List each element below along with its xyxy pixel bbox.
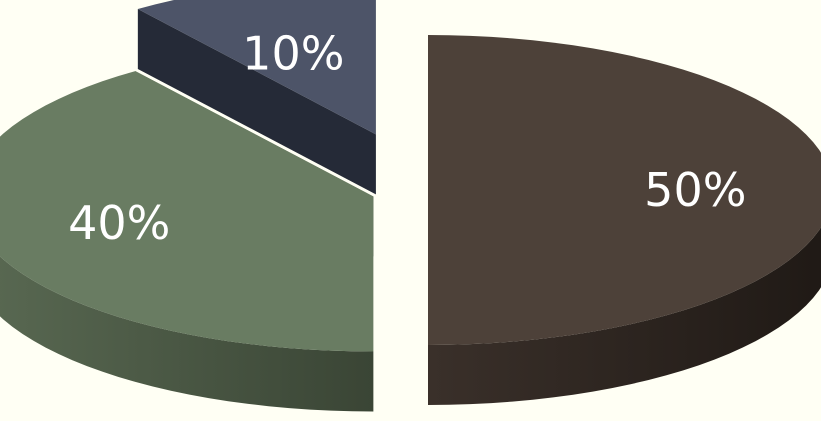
data-label-slice-3: 10% bbox=[242, 26, 344, 80]
pie-slice-2-side bbox=[0, 256, 374, 412]
pie-slice-1-side bbox=[428, 227, 821, 405]
pie-slice-3-wall-1 bbox=[137, 8, 376, 195]
pie-slice-3 bbox=[137, 0, 376, 195]
data-label-slice-2: 40% bbox=[68, 196, 170, 250]
pie-slice-2 bbox=[0, 71, 374, 412]
data-label-slice-1: 50% bbox=[644, 163, 746, 217]
pie-slice-3-top bbox=[137, 0, 376, 135]
labels-layer: 50% 40% 10% bbox=[68, 26, 746, 250]
pie-slice-1-top bbox=[428, 35, 821, 345]
slices-layer bbox=[0, 0, 821, 412]
pie-slice-1 bbox=[428, 35, 821, 405]
pie-slice-2-top bbox=[0, 71, 374, 352]
